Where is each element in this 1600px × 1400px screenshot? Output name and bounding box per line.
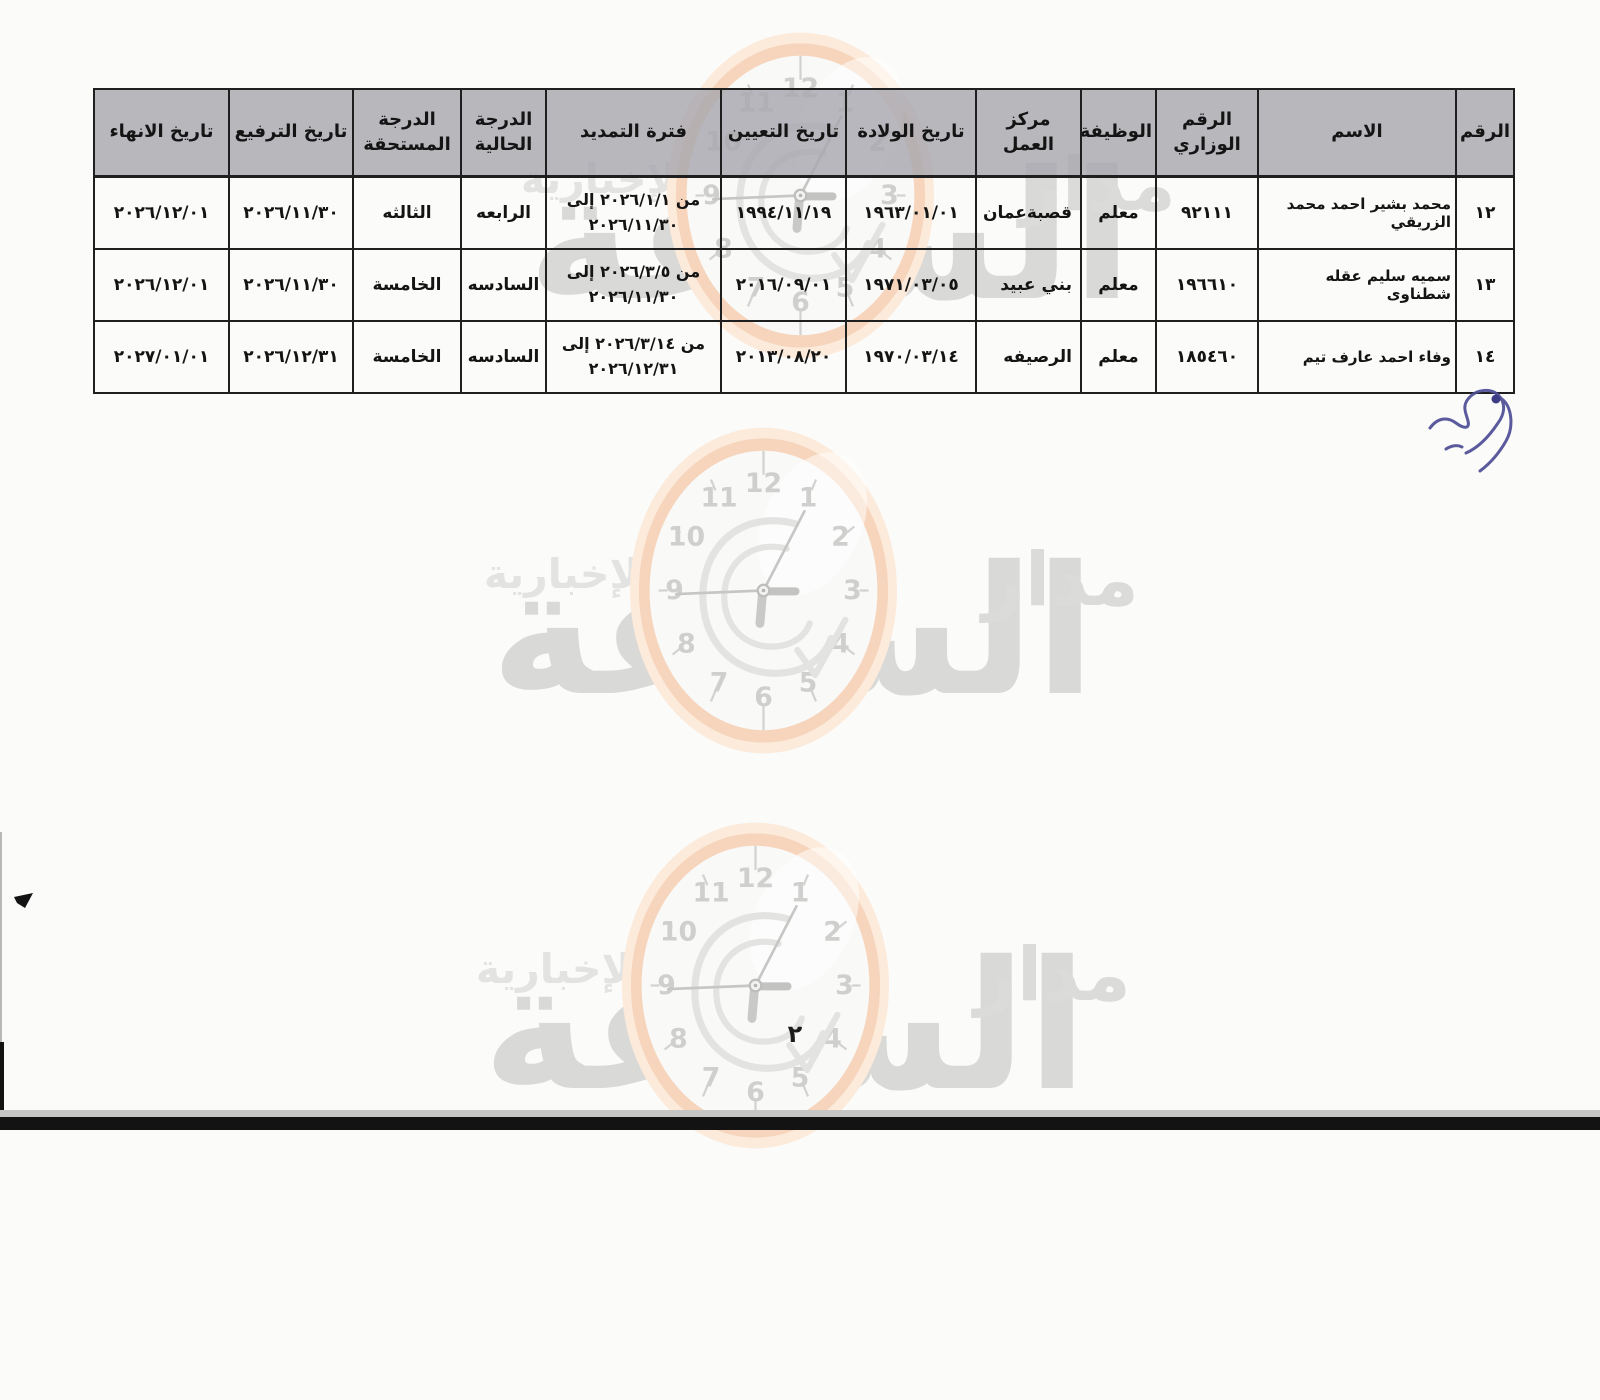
clock-number: 4	[831, 628, 850, 659]
col-header-end-date: تاريخ الانهاء	[93, 88, 230, 178]
col-header-name: الاسم	[1257, 88, 1457, 178]
cell-promotion-date: ٢٠٢٦/١١/٣٠	[228, 175, 354, 250]
clock-watermark-icon: 12 1 2 3 4 5 6 7 8 9 10 11	[630, 427, 897, 754]
clock-number: 12	[745, 468, 782, 499]
clock-number: 5	[791, 1063, 810, 1094]
cell-end-date: ٢٠٢٦/١٢/٠١	[93, 248, 230, 322]
cell-job: معلم	[1080, 248, 1157, 322]
clock-number: 6	[754, 682, 773, 713]
cell-extension-period: من ٢٠٢٦/١/١ إلى ٢٠٢٦/١١/٣٠	[545, 175, 722, 250]
cell-number: ١٤	[1455, 320, 1515, 394]
col-header-number: الرقم	[1455, 88, 1515, 178]
clock-number: 8	[677, 628, 696, 659]
cell-birth-date: ١٩٦٣/٠١/٠١	[845, 175, 977, 250]
cell-name: وفاء احمد عارف تيم	[1257, 320, 1457, 394]
clock-number: 10	[668, 522, 705, 553]
scan-bottom-black-band	[0, 1117, 1600, 1130]
ink-blot-mark	[14, 893, 33, 908]
cell-hire-date: ٢٠١٣/٠٨/٢٠	[720, 320, 847, 394]
cell-work-center: بني عبيد	[975, 248, 1082, 322]
watermark-brand-word-left: الإخبارية	[475, 945, 647, 993]
clock-number: 5	[799, 668, 818, 699]
col-header-current-grade: الدرجة الحالية	[460, 88, 547, 178]
cell-promotion-date: ٢٠٢٦/١٢/٣١	[228, 320, 354, 394]
col-header-work-center: مركز العمل	[975, 88, 1082, 178]
page-number: ٢	[787, 1020, 803, 1048]
cell-due-grade: الخامسة	[352, 320, 462, 394]
clock-number: 11	[692, 877, 729, 908]
cell-extension-period: من ٢٠٢٦/٣/١٤ إلى ٢٠٢٦/١٢/٣١	[545, 320, 722, 394]
cell-hire-date: ٢٠١٦/٠٩/٠١	[720, 248, 847, 322]
table-row: ١٤ وفاء احمد عارف تيم ١٨٥٤٦٠ معلم الرصيف…	[93, 320, 1515, 394]
cell-promotion-date: ٢٠٢٦/١١/٣٠	[228, 248, 354, 322]
cell-work-center: الرصيفه	[975, 320, 1082, 394]
col-header-hire-date: تاريخ التعيين	[720, 88, 847, 178]
clock-number: 8	[669, 1023, 688, 1054]
clock-number: 3	[843, 575, 862, 606]
scan-edge-line	[0, 832, 2, 1044]
watermark-brand-word-right: مدار	[982, 537, 1139, 623]
cell-job: معلم	[1080, 175, 1157, 250]
table-header-row: الرقم الاسم الرقم الوزاري الوظيفة مركز ا…	[93, 88, 1515, 178]
table-row: ١٣ سميه سليم عقله شطناوى ١٩٦٦١٠ معلم بني…	[93, 248, 1515, 322]
cell-birth-date: ١٩٧٠/٠٣/١٤	[845, 320, 977, 394]
col-header-ministry-number: الرقم الوزاري	[1155, 88, 1259, 178]
cell-current-grade: الرابعه	[460, 175, 547, 250]
scan-bottom-gray-band	[0, 1110, 1600, 1117]
col-header-birth-date: تاريخ الولادة	[845, 88, 977, 178]
clock-number: 12	[737, 863, 774, 894]
cell-name: محمد بشير احمد محمد الزريقي	[1257, 175, 1457, 250]
scan-edge-strip	[0, 1042, 4, 1130]
watermark-brand-word-big: الساعة	[490, 528, 1096, 735]
cell-end-date: ٢٠٢٦/١٢/٠١	[93, 175, 230, 250]
clock-number: 11	[700, 482, 737, 513]
watermark-middle: الساعة مدار الإخبارية 12 1 2 3 4 5 6	[433, 395, 1153, 1005]
cell-current-grade: السادسه	[460, 248, 547, 322]
cell-ministry-number: ٩٢١١١	[1155, 175, 1259, 250]
cell-end-date: ٢٠٢٧/٠١/٠١	[93, 320, 230, 394]
scanned-document-page: { "document": { "page_number": "٢" }, "t…	[0, 32, 1600, 1149]
col-header-extension-period: فترة التمديد	[545, 88, 722, 178]
clock-number: 1	[799, 482, 818, 513]
cell-job: معلم	[1080, 320, 1157, 394]
watermark-bottom: الساعة مدار الإخبارية 12 1 2 3 4 5 6	[425, 790, 1145, 1400]
clock-number: 6	[746, 1077, 765, 1108]
watermark-brand-word-left: الإخبارية	[483, 550, 655, 598]
cell-due-grade: الثالثه	[352, 175, 462, 250]
clock-number: 7	[710, 668, 729, 699]
cell-number: ١٢	[1455, 175, 1515, 250]
clock-watermark-icon: 12 1 2 3 4 5 6 7 8 9 10 11	[622, 822, 889, 1149]
cell-number: ١٣	[1455, 248, 1515, 322]
clock-number: 2	[831, 522, 850, 553]
cell-extension-period: من ٢٠٢٦/٣/٥ إلى ٢٠٢٦/١١/٣٠	[545, 248, 722, 322]
clock-number: 9	[665, 575, 684, 606]
cell-current-grade: السادسه	[460, 320, 547, 394]
cell-due-grade: الخامسة	[352, 248, 462, 322]
cell-work-center: قصبةعمان	[975, 175, 1082, 250]
cell-birth-date: ١٩٧١/٠٣/٠٥	[845, 248, 977, 322]
cell-hire-date: ١٩٩٤/١١/١٩	[720, 175, 847, 250]
employee-extension-table: الرقم الاسم الرقم الوزاري الوظيفة مركز ا…	[93, 88, 1515, 394]
cell-ministry-number: ١٩٦٦١٠	[1155, 248, 1259, 322]
clock-number: 9	[657, 970, 676, 1001]
table-row: ١٢ محمد بشير احمد محمد الزريقي ٩٢١١١ معل…	[93, 175, 1515, 250]
watermark-brand-word-right: مدار	[974, 932, 1131, 1018]
handwritten-signature	[1428, 389, 1513, 473]
cell-name: سميه سليم عقله شطناوى	[1257, 248, 1457, 322]
clock-number: 2	[823, 917, 842, 948]
col-header-due-grade: الدرجة المستحقة	[352, 88, 462, 178]
col-header-promotion-date: تاريخ الترفيع	[228, 88, 354, 178]
col-header-job: الوظيفة	[1080, 88, 1157, 178]
clock-number: 10	[660, 917, 697, 948]
clock-number: 1	[791, 877, 810, 908]
clock-number: 7	[702, 1063, 721, 1094]
cell-ministry-number: ١٨٥٤٦٠	[1155, 320, 1259, 394]
clock-number: 3	[835, 970, 854, 1001]
